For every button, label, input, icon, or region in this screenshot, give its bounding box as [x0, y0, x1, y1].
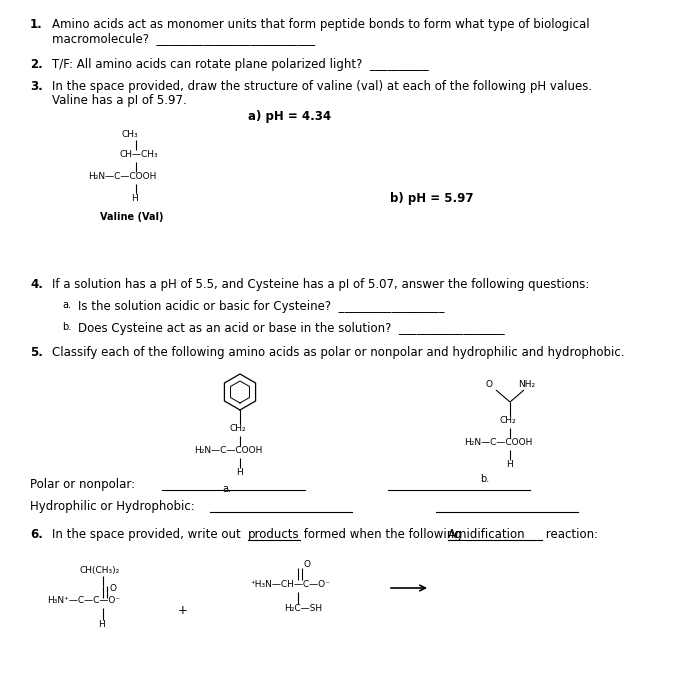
Text: H₂C—SH: H₂C—SH	[284, 604, 322, 613]
Text: CH(CH₃)₂: CH(CH₃)₂	[80, 566, 121, 575]
Text: a.: a.	[62, 300, 71, 310]
Text: H₂N—C—COOH: H₂N—C—COOH	[194, 446, 262, 455]
Text: Polar or nonpolar:: Polar or nonpolar:	[30, 478, 135, 491]
Text: O: O	[109, 584, 116, 593]
Text: +: +	[178, 604, 188, 617]
Text: products: products	[248, 528, 300, 541]
Text: Amidification: Amidification	[448, 528, 526, 541]
Text: macromolecule?  ___________________________: macromolecule? _________________________…	[52, 32, 315, 45]
Text: 4.: 4.	[30, 278, 43, 291]
Text: Does Cysteine act as an acid or base in the solution?  __________________: Does Cysteine act as an acid or base in …	[78, 322, 505, 335]
Text: 1.: 1.	[30, 18, 43, 31]
Text: CH—CH₃: CH—CH₃	[120, 150, 159, 159]
Text: H₃N⁺—C—C—O⁻: H₃N⁺—C—C—O⁻	[47, 596, 120, 605]
Text: T/F: All amino acids can rotate plane polarized light?  __________: T/F: All amino acids can rotate plane po…	[52, 58, 429, 71]
Text: H₂N—C—COOH: H₂N—C—COOH	[464, 438, 533, 447]
Text: H₂N—C—COOH: H₂N—C—COOH	[88, 172, 156, 181]
Text: CH₂: CH₂	[500, 416, 516, 425]
Text: a.: a.	[222, 484, 231, 494]
Text: H: H	[98, 620, 105, 629]
Text: formed when the following: formed when the following	[300, 528, 466, 541]
Text: b.: b.	[62, 322, 71, 332]
Text: Classify each of the following amino acids as polar or nonpolar and hydrophilic : Classify each of the following amino aci…	[52, 346, 625, 359]
Text: CH₂: CH₂	[230, 424, 247, 433]
Text: Is the solution acidic or basic for Cysteine?  __________________: Is the solution acidic or basic for Cyst…	[78, 300, 445, 313]
Text: If a solution has a pH of 5.5, and Cysteine has a pI of 5.07, answer the followi: If a solution has a pH of 5.5, and Cyste…	[52, 278, 590, 291]
Text: H: H	[131, 194, 138, 203]
Text: Amino acids act as monomer units that form peptide bonds to form what type of bi: Amino acids act as monomer units that fo…	[52, 18, 590, 31]
Text: b) pH = 5.97: b) pH = 5.97	[390, 192, 473, 205]
Text: O: O	[486, 380, 493, 389]
Text: NH₂: NH₂	[518, 380, 535, 389]
Text: In the space provided, write out: In the space provided, write out	[52, 528, 245, 541]
Text: Hydrophilic or Hydrophobic:: Hydrophilic or Hydrophobic:	[30, 500, 194, 513]
Text: 6.: 6.	[30, 528, 43, 541]
Text: Valine (Val): Valine (Val)	[100, 212, 164, 222]
Text: CH₃: CH₃	[122, 130, 139, 139]
Text: H: H	[236, 468, 243, 477]
Text: 2.: 2.	[30, 58, 43, 71]
Text: b.: b.	[480, 474, 489, 484]
Text: reaction:: reaction:	[542, 528, 598, 541]
Text: 5.: 5.	[30, 346, 43, 359]
Text: 3.: 3.	[30, 80, 43, 93]
Text: ⁺H₃N—CH—C—O⁻: ⁺H₃N—CH—C—O⁻	[250, 580, 330, 589]
Text: In the space provided, draw the structure of valine (val) at each of the followi: In the space provided, draw the structur…	[52, 80, 592, 93]
Text: O: O	[304, 560, 311, 569]
Text: a) pH = 4.34: a) pH = 4.34	[248, 110, 332, 123]
Text: Valine has a pI of 5.97.: Valine has a pI of 5.97.	[52, 94, 187, 107]
Text: H: H	[506, 460, 513, 469]
